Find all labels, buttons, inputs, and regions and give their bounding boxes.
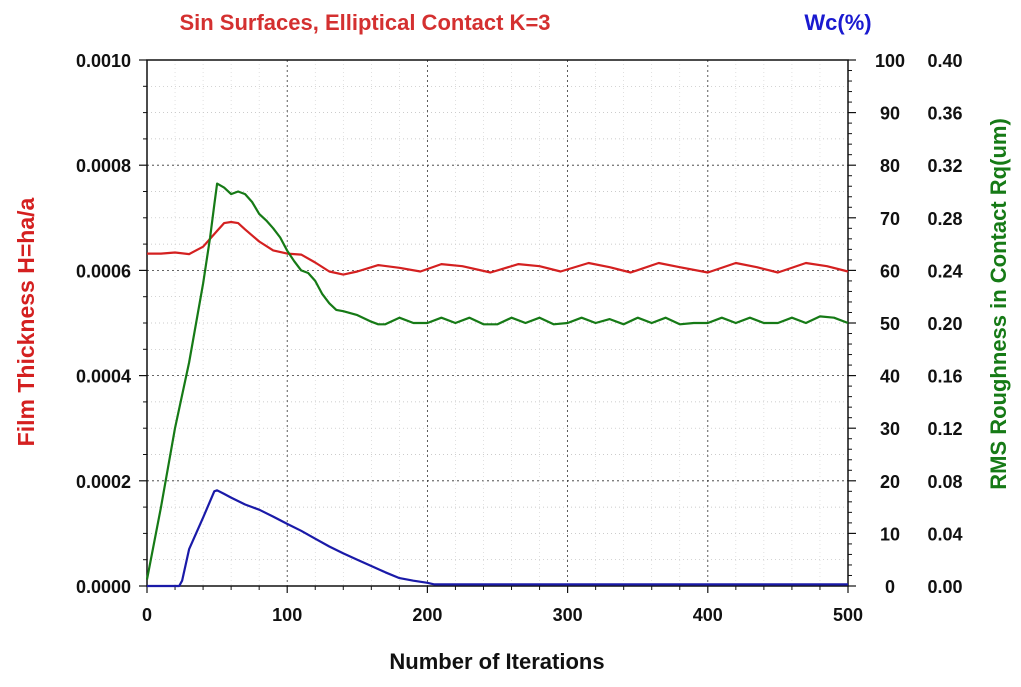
y-right-tick-label: 0.24: [927, 261, 962, 281]
y-right-tick-label: 0.36: [927, 104, 962, 124]
y-mid-tick-label: 80: [880, 156, 900, 176]
y-mid-tick-label: 10: [880, 524, 900, 544]
y-right-tick-label: 0.40: [927, 51, 962, 71]
x-tick-label: 0: [142, 605, 152, 625]
left-axis-label: Film Thickness H=ha/a: [13, 197, 39, 446]
x-tick-label: 400: [693, 605, 723, 625]
mid-axis-label: Wc(%): [804, 10, 871, 35]
grid: [147, 60, 848, 586]
series-group: [145, 182, 849, 588]
series-line-left: [147, 220, 849, 276]
y-right-tick-label: 0.16: [927, 367, 962, 387]
x-axis-label: Number of Iterations: [389, 649, 604, 674]
chart-title: Sin Surfaces, Elliptical Contact K=3: [179, 10, 550, 35]
y-mid-tick-label: 60: [880, 261, 900, 281]
y-mid-tick-label: 0: [885, 577, 895, 597]
y-left-tick-label: 0.0006: [76, 261, 131, 281]
y-right-tick-label: 0.04: [927, 524, 962, 544]
y-left-tick-label: 0.0002: [76, 472, 131, 492]
y-right-tick-label: 0.12: [927, 419, 962, 439]
y-mid-tick-label: 50: [880, 314, 900, 334]
y-mid-tick-label: 30: [880, 419, 900, 439]
x-tick-label: 200: [412, 605, 442, 625]
x-tick-label: 300: [553, 605, 583, 625]
series-line-right: [145, 182, 849, 580]
y-right-tick-label: 0.20: [927, 314, 962, 334]
y-right-tick-label: 0.00: [927, 577, 962, 597]
y-left-tick-label: 0.0010: [76, 51, 131, 71]
tick-labels: 0 100 200 300 400 5000.00000.00020.00040.0006…: [76, 51, 963, 625]
x-tick-label: 500: [833, 605, 863, 625]
y-right-tick-label: 0.32: [927, 156, 962, 176]
y-right-tick-label: 0.28: [927, 209, 962, 229]
y-left-tick-label: 0.0000: [76, 577, 131, 597]
y-mid-tick-label: 100: [875, 51, 905, 71]
y-mid-tick-label: 20: [880, 472, 900, 492]
y-right-tick-label: 0.08: [927, 472, 962, 492]
y-mid-tick-label: 70: [880, 209, 900, 229]
x-tick-label: 100: [272, 605, 302, 625]
series-line-mid: [147, 489, 848, 588]
y-mid-tick-label: 40: [880, 367, 900, 387]
right-axis-label: RMS Roughness in Contact Rq(um): [986, 118, 1011, 490]
y-left-tick-label: 0.0004: [76, 367, 131, 387]
y-mid-tick-label: 90: [880, 104, 900, 124]
y-left-tick-label: 0.0008: [76, 156, 131, 176]
axis-ticks: [139, 59, 856, 593]
